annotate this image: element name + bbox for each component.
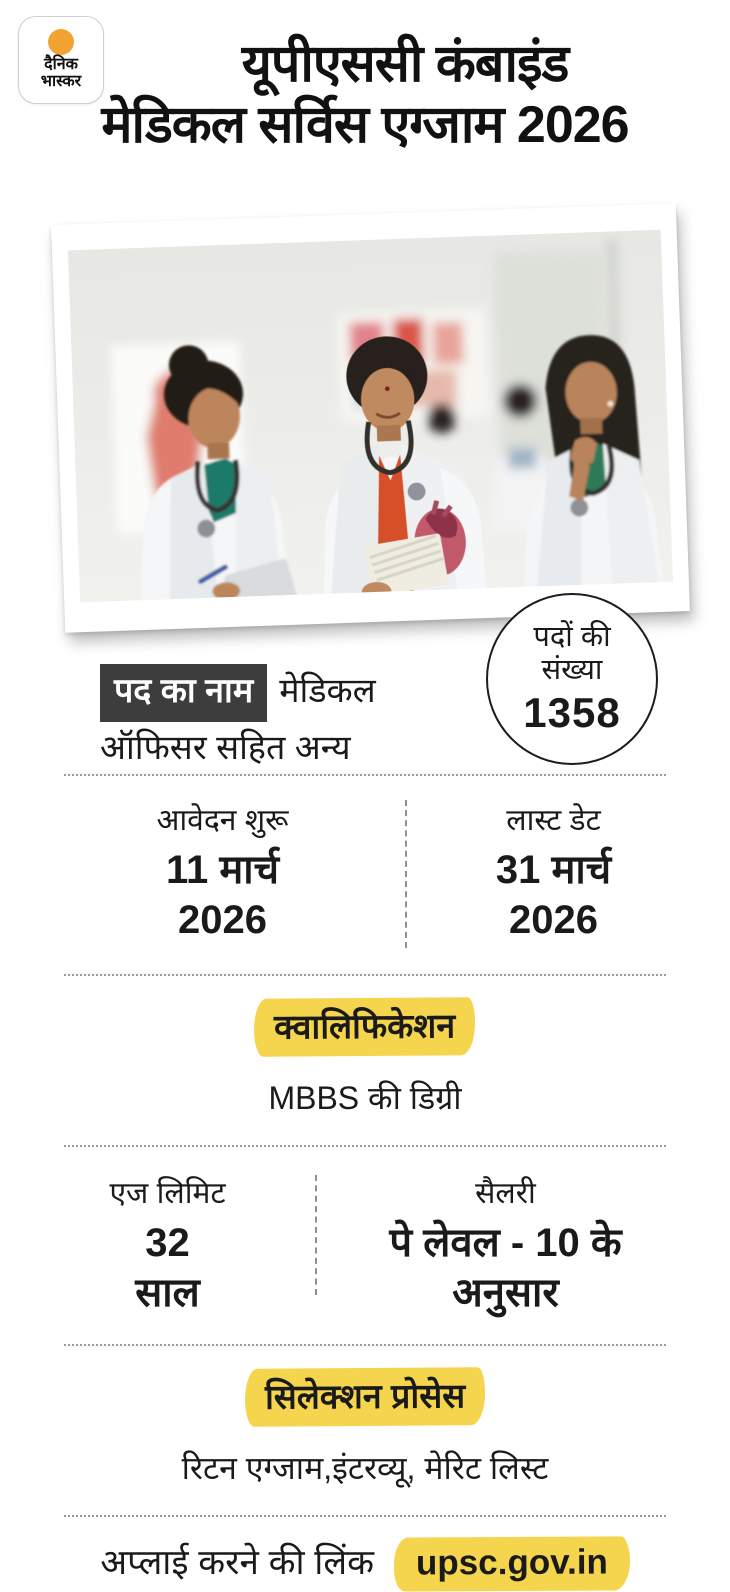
doctor-right [523, 335, 666, 603]
header: दैनिक भास्कर यूपीएससी कंबाइंड मेडिकल सर्… [0, 0, 730, 186]
vacancy-count-badge: पदों की संख्या 1358 [486, 593, 658, 765]
post-name-label: पद का नाम [100, 664, 268, 722]
page-title-line1: यूपीएससी कंबाइंड [241, 35, 570, 93]
page-title: यूपीएससी कंबाइंड मेडिकल सर्विस एग्जाम 20… [0, 34, 730, 157]
selection-process-label: सिलेक्शन प्रोसेस [244, 1367, 486, 1428]
dashed-vertical-divider [405, 800, 407, 949]
salary-value-line2: अनुसार [452, 1271, 559, 1316]
dotted-divider [64, 1515, 666, 1518]
salary-label: सैलरी [475, 1177, 536, 1211]
selection-process-section: सिलेक्शन प्रोसेस रिटन एग्जाम,इंटरव्यू, म… [0, 1346, 730, 1515]
age-limit-label: एज लिमिट [109, 1177, 226, 1211]
post-value-part1: मेडिकल [279, 672, 376, 710]
dates-section: आवेदन शुरू 11 मार्च 2026 लास्ट डेट 31 मा… [0, 776, 730, 974]
start-date-line2: 2026 [178, 898, 267, 943]
dainik-bhaskar-logo: दैनिक भास्कर [18, 16, 104, 104]
start-label: आवेदन शुरू [156, 804, 289, 838]
dotted-divider [64, 974, 666, 977]
polaroid-frame [51, 203, 690, 633]
doctors-photo [67, 229, 673, 603]
dotted-divider [64, 1145, 666, 1148]
photo-area [0, 200, 730, 650]
vacancy-label-line2: संख्या [541, 653, 603, 686]
last-date-column: लास्ट डेट 31 मार्च 2026 [407, 798, 730, 948]
salary-column: सैलरी पे लेवल - 10 के अनुसार [317, 1171, 730, 1318]
dashed-vertical-divider [315, 1175, 317, 1296]
logo-name-line2: भास्कर [40, 73, 82, 90]
vacancy-count: 1358 [523, 689, 621, 737]
doctor-left [140, 345, 298, 603]
last-date-label: लास्ट डेट [506, 804, 601, 838]
post-value-part2: ऑफिसर सहित अन्य [100, 728, 351, 767]
page-title-line2: मेडिकल सर्विस एग्जाम 2026 [101, 96, 629, 155]
last-date-line2: 2026 [509, 898, 598, 943]
qualification-section: क्वालिफिकेशन MBBS की डिग्री [0, 976, 730, 1145]
age-limit-value-line1: 32 [145, 1221, 190, 1266]
application-start-column: आवेदन शुरू 11 मार्च 2026 [0, 798, 405, 948]
logo-name-line1: दैनिक [44, 56, 78, 74]
apply-link-row: अप्लाई करने की लिंक upsc.gov.in [0, 1517, 730, 1592]
dotted-divider [64, 1344, 666, 1347]
age-limit-value-line2: साल [135, 1271, 200, 1316]
book [364, 533, 449, 597]
age-salary-section: एज लिमिट 32 साल सैलरी पे लेवल - 10 के अन… [0, 1147, 730, 1344]
doctor-center [323, 336, 488, 603]
vacancy-label-line1: पदों की [533, 620, 611, 653]
salary-value-line1: पे लेवल - 10 के [389, 1221, 622, 1266]
apply-link[interactable]: upsc.gov.in [393, 1536, 630, 1592]
last-date-line1: 31 मार्च [495, 848, 612, 893]
post-name-section: पद का नाम मेडिकल ऑफिसर सहित अन्य [0, 650, 730, 774]
apply-link-label: अप्लाई करने की लिंक [100, 1543, 374, 1583]
age-limit-column: एज लिमिट 32 साल [0, 1171, 315, 1318]
dotted-divider [64, 774, 666, 777]
start-date-line1: 11 मार्च [165, 848, 280, 893]
qualification-value: MBBS की डिग्री [268, 1080, 462, 1117]
sun-icon [48, 29, 74, 56]
qualification-label: क्वालिफिकेशन [254, 997, 476, 1058]
selection-process-value: रिटन एग्जाम,इंटरव्यू, मेरिट लिस्ट [181, 1450, 549, 1487]
